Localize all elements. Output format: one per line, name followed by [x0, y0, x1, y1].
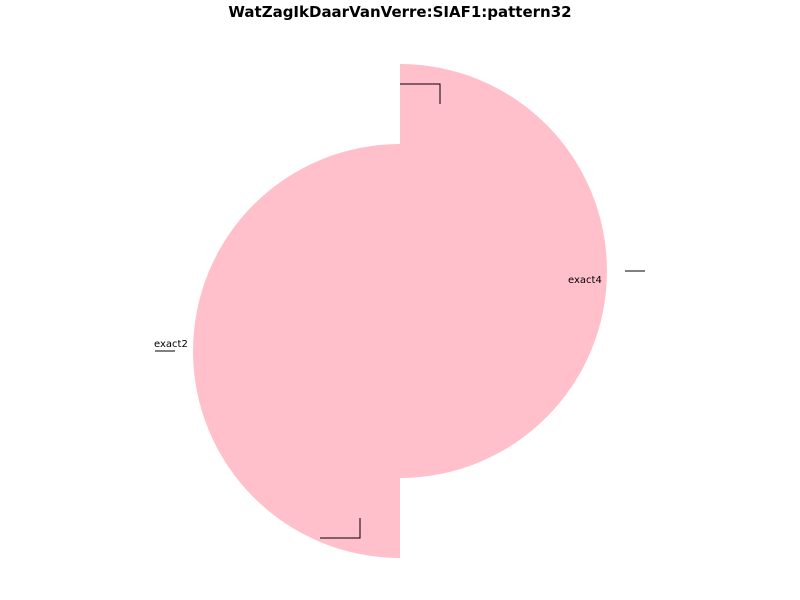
- slice-label-exact4: exact4: [568, 275, 602, 286]
- pie-slice-exact2: [193, 144, 400, 558]
- leader-line-blank-3: [400, 83, 441, 104]
- leader-line-blank-1: [320, 518, 361, 539]
- pie-slice-exact4: [400, 64, 607, 478]
- pie-slices: [193, 64, 607, 558]
- slice-label-exact2: exact2: [154, 339, 188, 350]
- chart-title: WatZagIkDaarVanVerre:SIAF1:pattern32: [228, 3, 572, 21]
- pie-labels: exact2 exact4: [154, 83, 645, 539]
